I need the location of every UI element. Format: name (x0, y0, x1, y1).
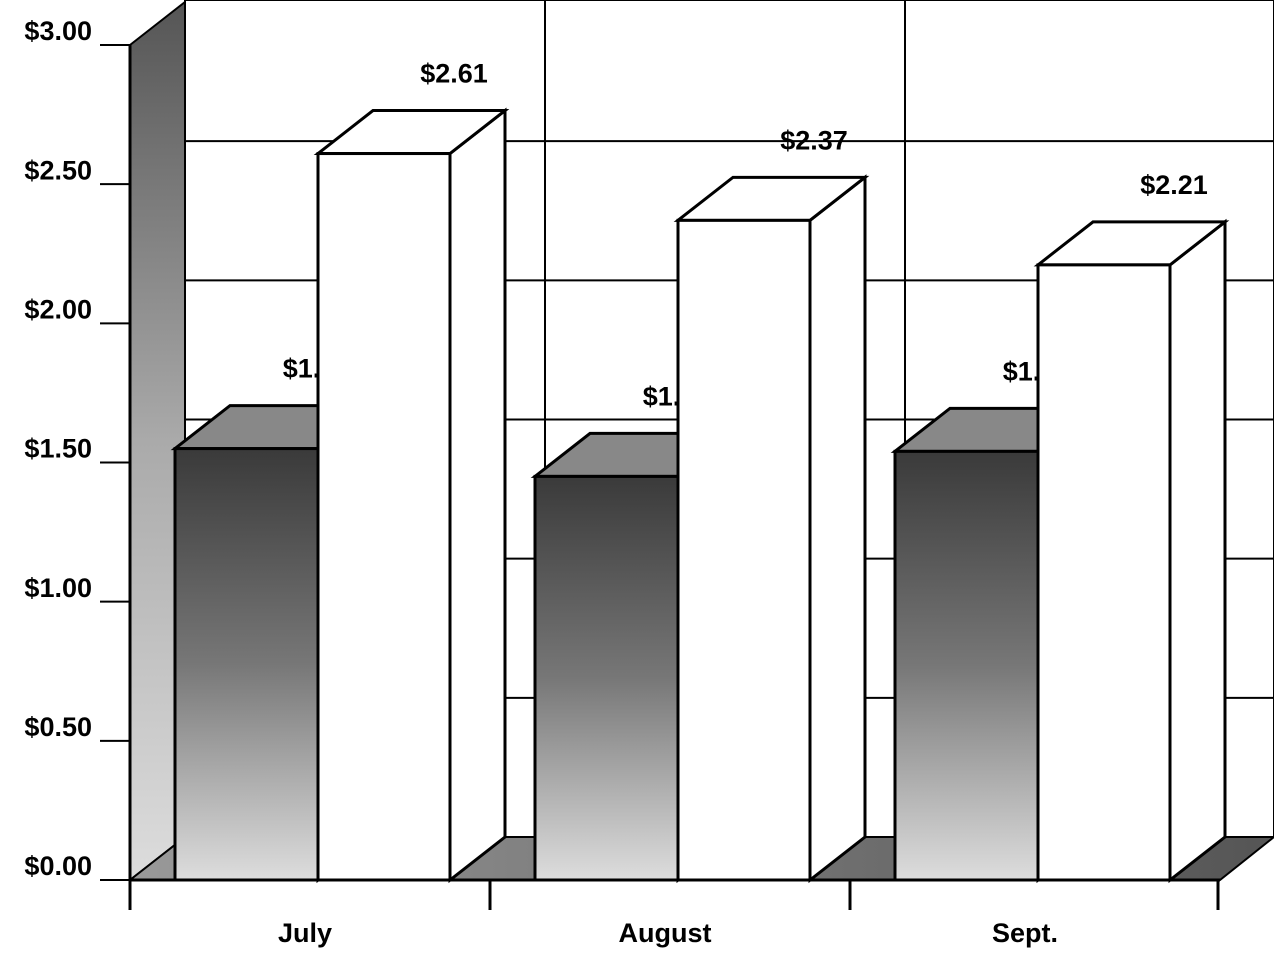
y-tick-label: $2.50 (24, 155, 92, 185)
x-tick-label: August (619, 918, 712, 948)
bar-front (676, 218, 812, 882)
bar-front (1036, 263, 1172, 882)
y-tick-label: $0.50 (24, 712, 92, 742)
bar-side (1168, 218, 1227, 884)
x-tick-label: Sept. (992, 918, 1058, 948)
bar-side (448, 107, 507, 884)
y-tick-label: $3.00 (24, 16, 92, 46)
bar-front (316, 152, 452, 882)
y-tick-label: $1.00 (24, 573, 92, 603)
bar-side (808, 174, 867, 884)
bar-front (893, 449, 1040, 882)
bar-front (533, 474, 680, 882)
bar-front (173, 447, 320, 882)
x-tick-label: July (278, 918, 332, 948)
y-tick-label: $0.00 (24, 851, 92, 881)
y-tick-label: $1.50 (24, 434, 92, 464)
y-tick-label: $2.00 (24, 294, 92, 324)
value-label: $2.21 (1140, 170, 1208, 200)
bar (313, 107, 510, 884)
bar (1033, 218, 1230, 884)
value-label: $2.61 (420, 59, 488, 89)
value-label: $2.37 (780, 125, 848, 155)
bar (673, 174, 870, 884)
